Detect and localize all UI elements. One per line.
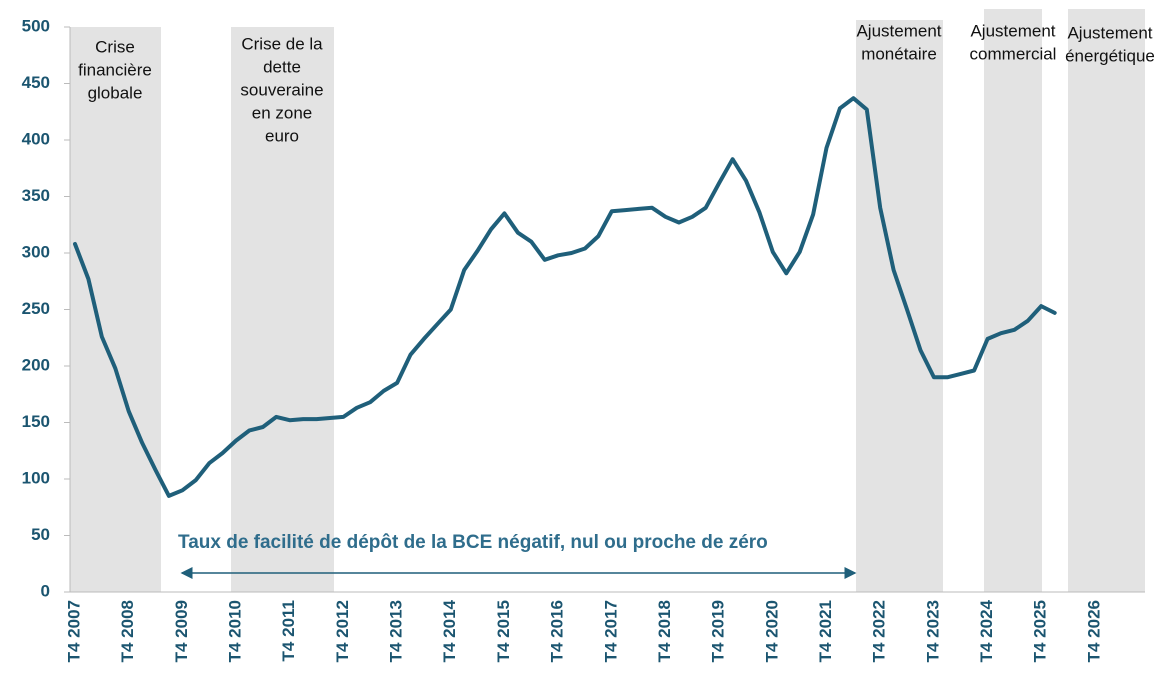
region-label: énergétique	[1065, 46, 1155, 65]
x-tick-label: T4 2017	[601, 600, 620, 662]
region-label: globale	[88, 83, 143, 102]
x-tick-label: T4 2020	[762, 600, 781, 662]
y-tick-label: 300	[22, 242, 50, 261]
y-tick-label: 50	[31, 525, 50, 544]
x-tick-label: T4 2024	[977, 599, 996, 662]
x-tick-label: T4 2016	[548, 600, 567, 662]
x-tick-label: T4 2014	[440, 599, 459, 662]
x-tick-label: T4 2022	[870, 600, 889, 662]
shade	[70, 27, 161, 592]
y-tick-label: 150	[22, 412, 50, 431]
shade	[231, 27, 334, 592]
region-label: en zone	[252, 103, 313, 122]
x-tick-label: T4 2010	[226, 600, 245, 662]
region-label: financière	[78, 60, 152, 79]
y-tick-label: 250	[22, 299, 50, 318]
region-label: Ajustement	[970, 21, 1055, 40]
region-label: dette	[263, 57, 301, 76]
x-tick-label: T4 2025	[1031, 600, 1050, 662]
x-tick-label: T4 2013	[387, 600, 406, 662]
x-tick-label: T4 2007	[64, 600, 83, 662]
x-tick-label: T4 2019	[709, 600, 728, 662]
shade	[1068, 9, 1145, 592]
y-tick-label: 0	[41, 581, 50, 600]
region-label: souveraine	[240, 80, 323, 99]
y-tick-label: 500	[22, 16, 50, 35]
x-tick-label: T4 2026	[1084, 600, 1103, 662]
x-tick-label: T4 2008	[118, 600, 137, 662]
region-label: Crise de la	[241, 34, 323, 53]
region-label: monétaire	[861, 44, 937, 63]
line	[73, 96, 1057, 498]
x-tick-label: T4 2018	[655, 600, 674, 662]
x-tick-label: T4 2012	[333, 600, 352, 662]
region-label: Ajustement	[1067, 23, 1152, 42]
y-tick-label: 450	[22, 73, 50, 92]
x-tick-label: T4 2009	[172, 600, 191, 662]
y-tick-label: 200	[22, 355, 50, 374]
region-label: euro	[265, 126, 299, 145]
x-tick-label: T4 2021	[816, 600, 835, 662]
x-tick-label: T4 2011	[279, 600, 298, 661]
x-tick-label: T4 2023	[923, 600, 942, 662]
annotation: Taux de facilité de dépôt de la BCE néga…	[178, 532, 768, 553]
region-label: commercial	[970, 44, 1057, 63]
y-tick-label: 100	[22, 468, 50, 487]
y-tick-label: 350	[22, 186, 50, 205]
x-tick-label: T4 2015	[494, 600, 513, 662]
region-label: Ajustement	[856, 21, 941, 40]
y-tick-label: 400	[22, 129, 50, 148]
shade	[984, 9, 1042, 592]
region-label: Crise	[95, 37, 135, 56]
shade	[856, 20, 943, 592]
